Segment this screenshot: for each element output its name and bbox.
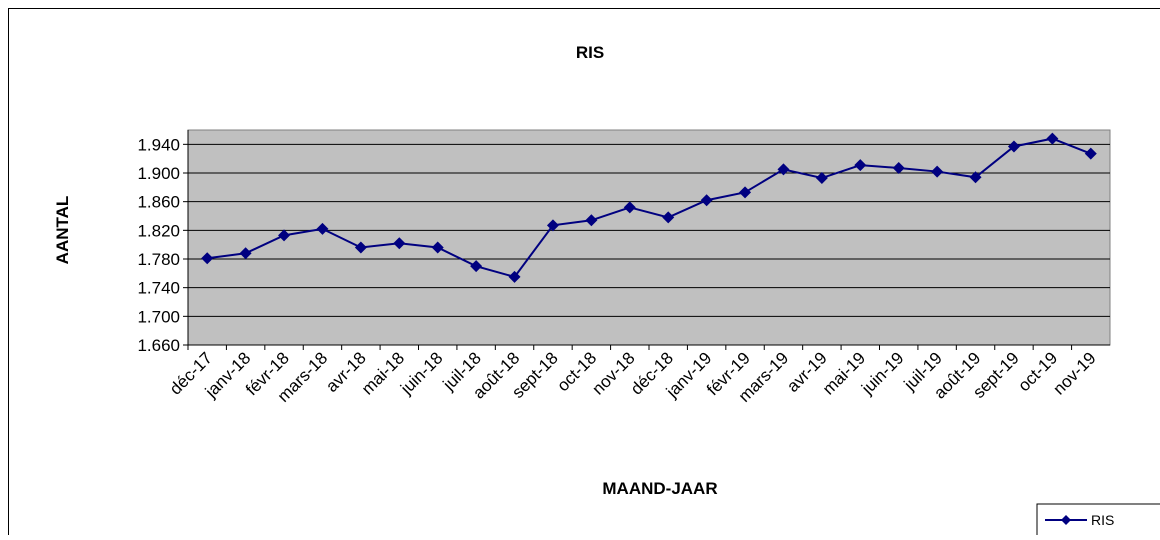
y-tick-label: 1.900 bbox=[137, 164, 180, 183]
legend-label: RIS bbox=[1091, 512, 1114, 528]
y-tick-label: 1.660 bbox=[137, 336, 180, 355]
x-axis-title: MAAND-JAAR bbox=[602, 479, 717, 498]
y-axis-title: AANTAL bbox=[53, 196, 72, 265]
y-tick-label: 1.700 bbox=[137, 307, 180, 326]
y-tick-label: 1.860 bbox=[137, 193, 180, 212]
y-tick-label: 1.820 bbox=[137, 221, 180, 240]
y-tick-label: 1.740 bbox=[137, 279, 180, 298]
chart-title: RIS bbox=[576, 43, 604, 62]
plot-area bbox=[188, 130, 1110, 345]
y-tick-label: 1.780 bbox=[137, 250, 180, 269]
y-tick-label: 1.940 bbox=[137, 135, 180, 154]
